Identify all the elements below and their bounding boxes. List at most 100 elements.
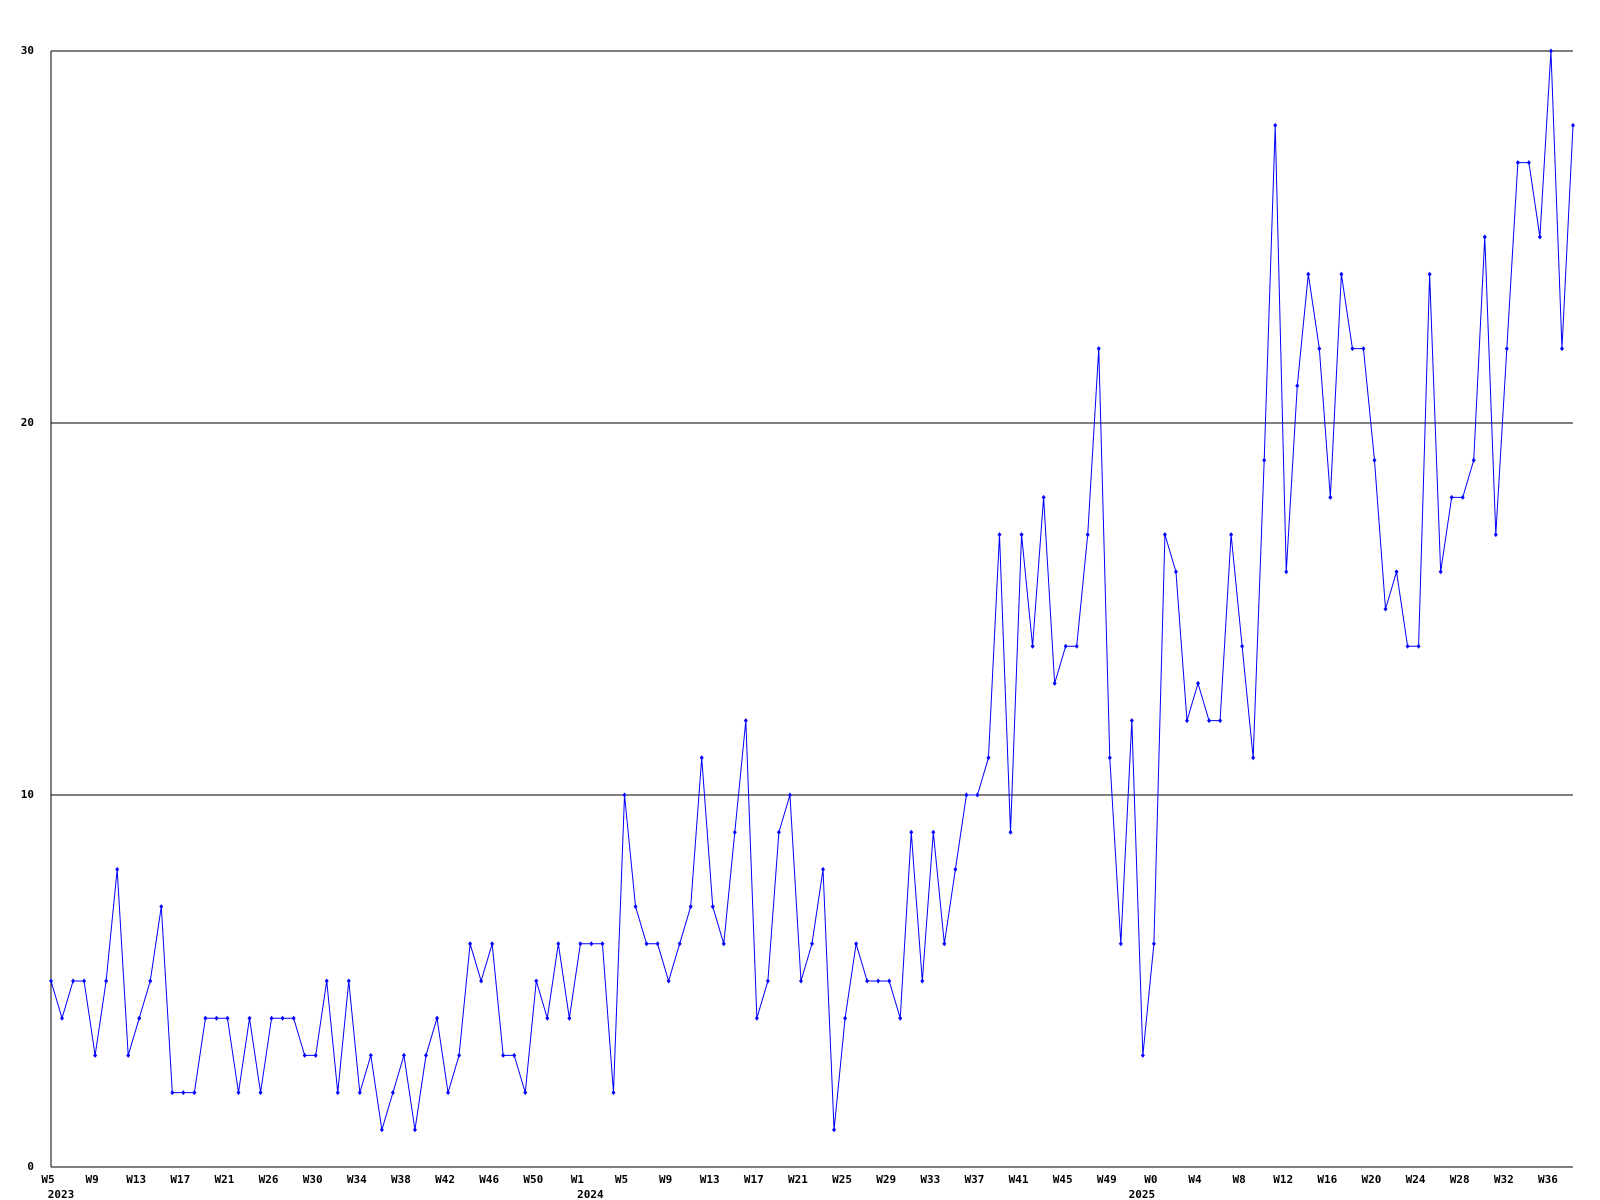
- data-point: [1571, 122, 1575, 128]
- data-point: [898, 1015, 903, 1021]
- x-tick-label: W41: [1009, 1173, 1029, 1186]
- data-point: [1207, 718, 1212, 724]
- data-point: [435, 1015, 440, 1021]
- data-point: [412, 1127, 417, 1133]
- data-point: [931, 829, 936, 835]
- data-point: [104, 978, 109, 984]
- data-point: [457, 1052, 462, 1058]
- data-point: [1284, 569, 1289, 575]
- data-point: [1372, 457, 1377, 463]
- data-point: [1328, 494, 1333, 500]
- data-point: [909, 829, 914, 835]
- x-year-label: 2023: [48, 1188, 75, 1200]
- data-point: [512, 1052, 517, 1058]
- data-point: [1085, 532, 1090, 538]
- data-point: [655, 941, 660, 947]
- data-point: [953, 866, 958, 872]
- data-point: [1427, 271, 1432, 277]
- data-point: [1460, 494, 1465, 500]
- data-point: [798, 978, 803, 984]
- data-point: [335, 1090, 340, 1096]
- data-point: [1151, 941, 1156, 947]
- x-tick-label: W5: [41, 1173, 54, 1186]
- x-tick-label: W49: [1097, 1173, 1117, 1186]
- x-tick-label: W9: [659, 1173, 672, 1186]
- data-point: [1471, 457, 1476, 463]
- data-point: [390, 1090, 395, 1096]
- data-point: [1240, 643, 1245, 649]
- x-tick-label: W13: [126, 1173, 146, 1186]
- data-point: [137, 1015, 142, 1021]
- data-point: [1438, 569, 1443, 575]
- data-point: [170, 1090, 175, 1096]
- data-point: [1030, 643, 1035, 649]
- x-tick-label: W34: [347, 1173, 367, 1186]
- data-point: [225, 1015, 230, 1021]
- data-point: [1074, 643, 1079, 649]
- x-tick-label: W26: [259, 1173, 279, 1186]
- data-point: [490, 941, 495, 947]
- data-point: [986, 755, 991, 761]
- data-point: [236, 1090, 241, 1096]
- data-point: [1295, 383, 1300, 389]
- data-point: [964, 792, 969, 798]
- data-point: [865, 978, 870, 984]
- data-point: [1229, 532, 1234, 538]
- data-point: [754, 1015, 759, 1021]
- x-tick-label: W12: [1273, 1173, 1293, 1186]
- x-tick-label: W13: [700, 1173, 720, 1186]
- data-point: [1096, 346, 1101, 352]
- data-point: [258, 1090, 263, 1096]
- data-point: [1350, 346, 1355, 352]
- data-point: [876, 978, 881, 984]
- x-tick-label: W1: [571, 1173, 585, 1186]
- data-point: [49, 978, 53, 984]
- data-point: [1306, 271, 1311, 277]
- data-point: [269, 1015, 274, 1021]
- data-point: [622, 792, 627, 798]
- data-point: [578, 941, 583, 947]
- data-point: [93, 1052, 98, 1058]
- x-tick-label: W37: [964, 1173, 984, 1186]
- data-point: [611, 1090, 616, 1096]
- data-point: [1504, 346, 1509, 352]
- x-year-label: 2025: [1129, 1188, 1156, 1200]
- data-point: [556, 941, 561, 947]
- x-tick-label: W20: [1362, 1173, 1382, 1186]
- x-tick-label: W8: [1233, 1173, 1246, 1186]
- data-point: [1361, 346, 1366, 352]
- data-point: [346, 978, 351, 984]
- x-tick-label: W17: [744, 1173, 764, 1186]
- data-point: [401, 1052, 406, 1058]
- data-point: [379, 1127, 384, 1133]
- data-point: [357, 1090, 362, 1096]
- data-point: [148, 978, 153, 984]
- data-point: [1196, 680, 1201, 686]
- data-point: [688, 904, 693, 910]
- data-point: [1218, 718, 1223, 724]
- data-point: [82, 978, 87, 984]
- data-point: [71, 978, 76, 984]
- data-point: [1339, 271, 1344, 277]
- data-point: [60, 1015, 65, 1021]
- data-point: [699, 755, 704, 761]
- data-point: [203, 1015, 208, 1021]
- data-point: [666, 978, 671, 984]
- data-point: [887, 978, 892, 984]
- data-point: [501, 1052, 506, 1058]
- data-point: [1416, 643, 1421, 649]
- x-tick-label: W36: [1538, 1173, 1558, 1186]
- x-tick-label: W16: [1317, 1173, 1337, 1186]
- x-tick-label: W45: [1053, 1173, 1073, 1186]
- x-tick-label: W25: [832, 1173, 852, 1186]
- data-point: [821, 866, 826, 872]
- data-point: [291, 1015, 296, 1021]
- data-point: [1251, 755, 1256, 761]
- data-point: [1405, 643, 1410, 649]
- data-point: [567, 1015, 572, 1021]
- x-tick-label: W46: [479, 1173, 499, 1186]
- data-point: [324, 978, 329, 984]
- x-tick-label: W30: [303, 1173, 323, 1186]
- data-point: [423, 1052, 428, 1058]
- data-point: [181, 1090, 186, 1096]
